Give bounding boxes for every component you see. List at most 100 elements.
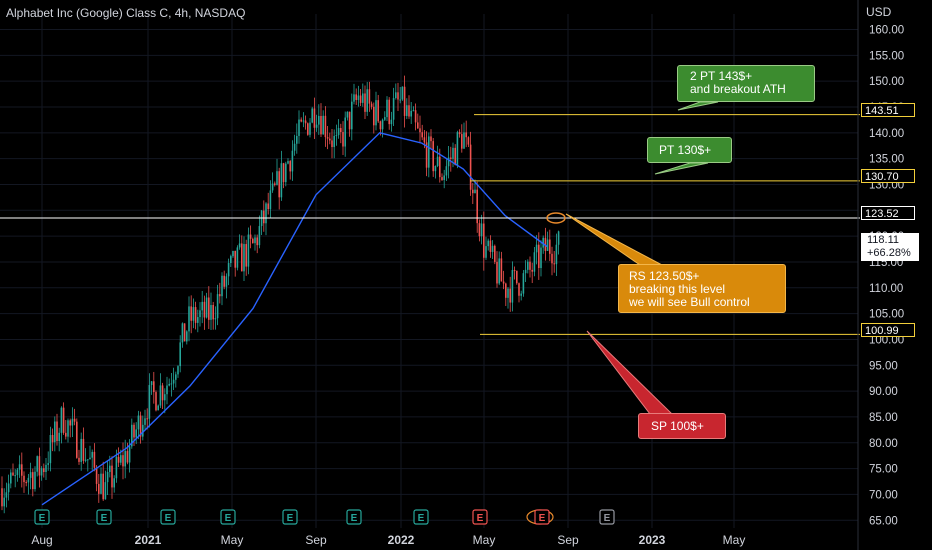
- candle-body: [540, 247, 542, 269]
- rs-callout-line2: breaking this level: [629, 282, 726, 296]
- y-tick-label: 160.00: [869, 24, 904, 36]
- candle-body: [269, 190, 272, 210]
- candle-body: [293, 143, 296, 151]
- chart-title: Alphabet Inc (Google) Class C, 4h, NASDA…: [6, 6, 246, 20]
- candle-body: [170, 383, 173, 385]
- candle-body: [430, 136, 432, 142]
- sp-callout[interactable]: SP 100$+: [638, 413, 726, 439]
- candle-body: [36, 456, 38, 472]
- y-tick-label: 105.00: [869, 309, 904, 321]
- earnings-marker: E: [346, 509, 362, 525]
- marker-box: [413, 509, 429, 525]
- candle-body: [188, 306, 190, 332]
- candle-body: [425, 142, 428, 168]
- pt2-callout-line2: and breakout ATH: [690, 82, 786, 96]
- candle-body: [137, 415, 140, 430]
- pt2-callout[interactable]: 2 PT 143$+ and breakout ATH: [677, 65, 815, 102]
- candle-body: [368, 89, 371, 104]
- candle-body: [302, 120, 305, 122]
- candle-body: [535, 244, 538, 253]
- candle-body: [322, 115, 324, 135]
- marker-box: [346, 509, 362, 525]
- candle-body: [40, 468, 43, 476]
- candle-body: [507, 288, 509, 298]
- candle-body: [324, 115, 327, 138]
- candle-body: [403, 86, 406, 116]
- candle-body: [346, 111, 349, 118]
- rs-callout[interactable]: RS 123.50$+ breaking this level we will …: [618, 264, 786, 313]
- candle-body: [124, 451, 126, 467]
- candle-body: [164, 394, 166, 401]
- candle-body: [379, 121, 382, 130]
- candle-body: [84, 459, 87, 461]
- candle-body: [54, 421, 56, 443]
- candle-body: [333, 135, 335, 148]
- candle-body: [412, 110, 415, 112]
- candle-body: [522, 273, 525, 294]
- marker-letter: E: [165, 513, 172, 524]
- candle-body: [348, 111, 351, 130]
- candle-body: [247, 234, 250, 267]
- price-tag-143: 143.51: [861, 103, 915, 117]
- callout-arrows: [565, 101, 719, 415]
- candle-body: [315, 124, 318, 128]
- rs-callout-line3: we will see Bull control: [629, 295, 750, 309]
- candle-body: [243, 244, 245, 272]
- candle-body: [172, 379, 175, 384]
- last-price-tag: 118.11 +66.28%: [861, 233, 919, 261]
- candle-body: [111, 465, 113, 488]
- candle-body: [223, 275, 225, 287]
- candle-body: [131, 424, 133, 447]
- time-axis[interactable]: Aug 2021 May Sep 2022 May Sep 2023 May: [31, 533, 745, 547]
- candle-body: [25, 482, 27, 484]
- candle-body: [122, 455, 124, 467]
- candle-body: [80, 438, 82, 462]
- candle-body: [287, 161, 289, 164]
- candle-body: [342, 132, 344, 147]
- candle-body: [296, 135, 298, 144]
- candle-body: [38, 456, 41, 476]
- candle-body: [197, 317, 199, 323]
- earnings-marker: E: [34, 509, 50, 525]
- pt1-callout[interactable]: PT 130$+: [647, 137, 732, 163]
- x-tick-label: 2022: [388, 533, 415, 547]
- candle-body: [205, 297, 208, 318]
- candle-body: [434, 165, 437, 172]
- candle-body: [527, 261, 529, 270]
- y-tick-label: 110.00: [869, 283, 903, 295]
- candle-body: [472, 189, 474, 194]
- candle-body: [447, 157, 450, 167]
- x-tick-label: May: [473, 533, 496, 547]
- candle-body: [474, 189, 476, 194]
- marker-letter: E: [225, 513, 232, 524]
- candle-body: [43, 468, 45, 473]
- candle-body: [443, 175, 445, 180]
- candle-body: [461, 134, 463, 149]
- candle-body: [175, 374, 177, 380]
- candle-body: [150, 381, 153, 386]
- candle-body: [3, 497, 5, 507]
- price-axis[interactable]: 65.00 70.00 75.00 80.00 85.00 90.00 95.00 100.0…: [857, 0, 904, 550]
- marker-box: [534, 509, 550, 525]
- candle-body: [29, 472, 32, 478]
- candle-body: [113, 478, 115, 488]
- candle-body: [216, 294, 219, 319]
- candle-body: [531, 269, 533, 272]
- candle-body: [406, 105, 408, 116]
- candle-body: [307, 123, 309, 135]
- candle-body: [546, 239, 549, 251]
- candle-body: [520, 293, 522, 296]
- candle-body: [274, 183, 276, 185]
- candle-body: [155, 392, 157, 411]
- candle-body: [208, 297, 210, 320]
- candle-body: [298, 119, 300, 136]
- candle-body: [483, 223, 485, 258]
- candle-body: [232, 250, 234, 257]
- candle-body: [538, 244, 540, 269]
- candle-body: [186, 331, 188, 342]
- candle-body: [509, 288, 511, 303]
- candle-body: [12, 472, 14, 476]
- candle-body: [14, 475, 16, 477]
- candle-body: [458, 132, 461, 135]
